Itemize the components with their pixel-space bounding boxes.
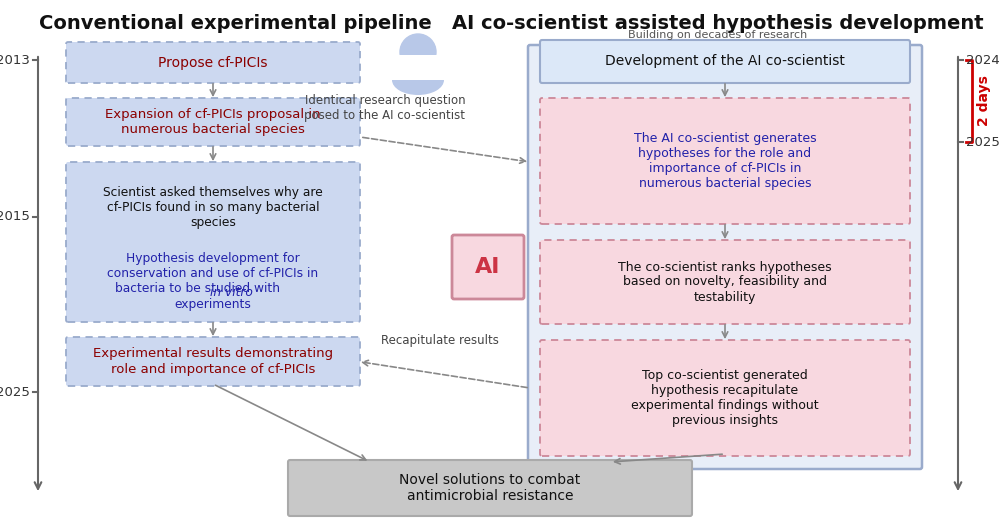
Text: 2024: 2024 [966,53,1000,66]
Text: Propose cf-PICIs: Propose cf-PICIs [158,55,268,69]
FancyBboxPatch shape [528,45,922,469]
FancyBboxPatch shape [452,235,524,299]
Text: The co-scientist ranks hypotheses
based on novelty, feasibility and
testability: The co-scientist ranks hypotheses based … [618,260,832,303]
Text: Hypothesis development for
conservation and use of cf-PICIs in
bacteria to be st: Hypothesis development for conservation … [107,252,319,295]
Text: experiments: experiments [175,298,251,311]
Text: 2025: 2025 [0,386,30,398]
FancyBboxPatch shape [66,162,360,322]
Text: 2015: 2015 [0,210,30,223]
Bar [383,55,453,80]
Text: Recapitulate results: Recapitulate results [381,334,499,347]
FancyBboxPatch shape [540,40,910,83]
Text: The AI co-scientist generates
hypotheses for the role and
importance of cf-PICIs: The AI co-scientist generates hypotheses… [634,132,816,190]
Text: in vitro: in vitro [210,286,252,299]
Text: Development of the AI co-scientist: Development of the AI co-scientist [605,54,845,68]
Text: 2 days: 2 days [977,76,991,126]
FancyBboxPatch shape [66,98,360,146]
Text: AI co-scientist assisted hypothesis development: AI co-scientist assisted hypothesis deve… [452,14,984,33]
Text: 2013: 2013 [0,53,30,66]
Text: Top co-scientist generated
hypothesis recapitulate
experimental findings without: Top co-scientist generated hypothesis re… [631,369,819,427]
FancyBboxPatch shape [66,337,360,386]
FancyBboxPatch shape [66,42,360,83]
Text: Novel solutions to combat
antimicrobial resistance: Novel solutions to combat antimicrobial … [399,473,581,503]
Ellipse shape [392,65,444,95]
FancyBboxPatch shape [540,340,910,456]
Text: 2025: 2025 [966,136,1000,148]
FancyBboxPatch shape [540,240,910,324]
FancyBboxPatch shape [540,98,910,224]
Text: AI: AI [475,257,501,277]
Text: Expansion of cf-PICIs proposal in
numerous bacterial species: Expansion of cf-PICIs proposal in numero… [105,108,321,136]
FancyBboxPatch shape [288,460,692,516]
Circle shape [400,34,436,70]
Text: Experimental results demonstrating
role and importance of cf-PICIs: Experimental results demonstrating role … [93,348,333,375]
Text: Scientist asked themselves why are
cf-PICIs found in so many bacterial
species: Scientist asked themselves why are cf-PI… [103,186,323,229]
Text: Conventional experimental pipeline: Conventional experimental pipeline [39,14,431,33]
Text: Identical research question
posed to the AI co-scientist: Identical research question posed to the… [304,94,466,122]
Text: Building on decades of research: Building on decades of research [628,30,808,40]
